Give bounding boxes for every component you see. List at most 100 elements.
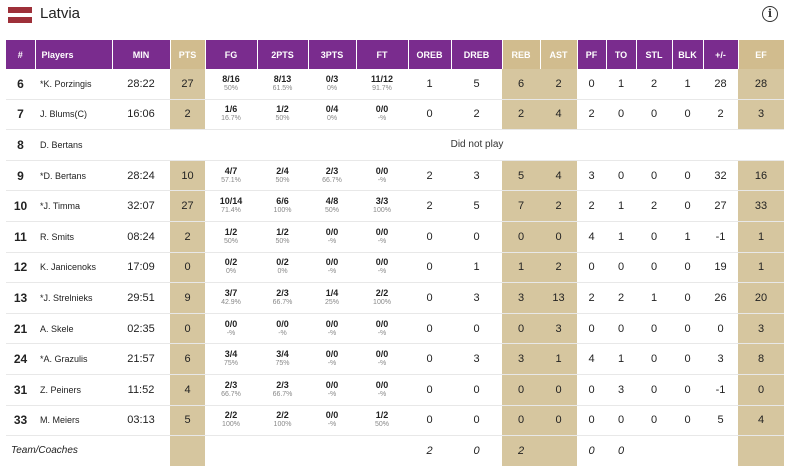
player-number: 8: [6, 129, 35, 161]
fg-cell: 0/0 -%: [205, 313, 257, 345]
col-header-blk[interactable]: BLK: [672, 40, 704, 69]
two-pts-cell: 8/13 61.5%: [257, 69, 308, 100]
plus-minus-cell: 28: [703, 69, 738, 100]
fg-cell-made: 2/2: [224, 410, 238, 421]
three-pts-cell: 0/0 -%: [308, 343, 356, 375]
player-name: R. Smits: [35, 221, 112, 253]
dreb-cell: 3: [451, 160, 502, 192]
col-header-dreb[interactable]: DREB: [451, 40, 503, 69]
three-pts-cell-made: 1/4: [325, 287, 339, 298]
ft-cell-made: 0/0: [375, 165, 389, 176]
team-coaches-label: Team/Coaches: [11, 445, 78, 457]
ft-cell-percent: -%: [377, 268, 387, 276]
player-number: 6: [6, 69, 35, 100]
col-header-3pts[interactable]: 3PTS: [308, 40, 357, 69]
to-cell: 0: [606, 99, 636, 131]
plus-minus-cell: -1: [703, 374, 738, 406]
two-pts-cell-percent: 50%: [275, 237, 290, 245]
to-cell: 0: [606, 313, 636, 345]
fg-cell-made: 10/14: [219, 196, 243, 207]
blk-cell: 0: [672, 405, 703, 437]
two-pts-cell-made: 2/2: [276, 410, 289, 421]
two-pts-cell-made: 6/6: [276, 196, 289, 207]
three-pts-cell-percent: 66.7%: [322, 176, 342, 184]
fg-cell-made: 3/7: [224, 287, 238, 298]
three-pts-cell: 1/4 25%: [308, 282, 356, 314]
points-cell: 2: [170, 221, 205, 253]
ft-cell-made: 3/3: [375, 196, 389, 207]
player-name: *J. Strelnieks: [35, 282, 112, 314]
col-header-to[interactable]: TO: [606, 40, 637, 69]
col-header-player[interactable]: Players: [35, 40, 113, 69]
minutes-cell: 11:52: [112, 374, 170, 406]
col-header-2pts[interactable]: 2PTS: [257, 40, 309, 69]
latvia-flag-icon: [8, 7, 32, 23]
three-pts-cell-made: 0/0: [325, 379, 339, 390]
ft-cell: 0/0 -%: [356, 160, 408, 192]
two-pts-cell-made: 1/2: [276, 226, 289, 237]
three-pts-cell-made: 0/0: [325, 349, 339, 360]
team-coaches-row: Team/Coaches 2 0 2 0 0: [6, 435, 784, 466]
ft-cell-percent: -%: [377, 176, 387, 184]
fg-cell: 0/2 0%: [205, 252, 257, 284]
two-pts-cell-percent: 61.5%: [272, 84, 293, 92]
col-header-min[interactable]: MIN: [112, 40, 171, 69]
ft-cell-made: 0/0: [375, 349, 389, 360]
col-header-oreb[interactable]: OREB: [408, 40, 452, 69]
player-number: 7: [6, 99, 35, 131]
points-cell: 27: [170, 190, 205, 222]
player-number: 9: [6, 160, 35, 192]
ft-cell-made: 0/0: [375, 257, 389, 268]
three-pts-cell-made: 0/0: [325, 257, 339, 268]
points-cell: 2: [170, 99, 205, 131]
minutes-cell: 28:24: [112, 160, 170, 192]
col-header-ef[interactable]: EF: [738, 40, 785, 69]
stl-cell: [636, 436, 672, 466]
blk-cell: [672, 436, 703, 466]
player-number: 12: [6, 252, 35, 284]
info-icon[interactable]: i: [762, 6, 778, 22]
fg-cell: 10/14 71.4%: [205, 190, 257, 222]
to-cell: 0: [606, 160, 636, 192]
minutes-cell: [112, 129, 170, 161]
three-pts-cell-made: 0/0: [325, 226, 339, 237]
three-pts-cell: 4/8 50%: [308, 190, 356, 222]
col-header-ft[interactable]: FT: [356, 40, 409, 69]
two-pts-cell-percent: 50%: [275, 115, 290, 123]
col-header-reb[interactable]: REB: [502, 40, 541, 69]
fg-cell: 1/2 50%: [205, 221, 257, 253]
table-row: 6 *K. Porzingis 28:22 27 8/16 50% 8/13 61.5% 0/3…: [6, 69, 784, 100]
col-header-pts[interactable]: PTS: [170, 40, 206, 69]
col-header-num[interactable]: #: [6, 40, 36, 69]
table-row: 12 K. Janicenoks 17:09 0 0/2 0% 0/2 0% 0/0 -% 0/0-…: [6, 252, 784, 284]
efficiency-cell: 8: [738, 343, 784, 375]
stl-cell: 2: [636, 69, 672, 100]
col-header-stl[interactable]: STL: [636, 40, 673, 69]
col-header-pf[interactable]: PF: [577, 40, 607, 69]
dreb-cell: 1: [451, 252, 502, 284]
fg-cell-made: 0/2: [224, 257, 238, 268]
dreb-cell: 3: [451, 343, 502, 375]
pf-cell: 3: [577, 160, 606, 192]
three-pts-cell: 2/3 66.7%: [308, 160, 356, 192]
fg-cell-made: 0/0: [224, 318, 238, 329]
ft-cell-percent: 100%: [373, 298, 391, 306]
plus-minus-cell: 19: [703, 252, 738, 284]
three-pts-cell-made: 4/8: [325, 196, 339, 207]
efficiency-cell: [738, 435, 784, 466]
table-header-row: # Players MIN PTS FG 2PTS 3PTS FT OREB DREB REB AST…: [6, 40, 785, 69]
reb-cell: 0: [502, 221, 540, 253]
ft-cell-percent: 100%: [373, 207, 391, 215]
player-name: *A. Grazulis: [35, 343, 112, 375]
three-pts-cell: 0/3 0%: [308, 69, 356, 100]
oreb-cell: 0: [408, 343, 451, 375]
to-cell: 3: [606, 374, 636, 406]
col-header-pm[interactable]: +/-: [703, 40, 739, 69]
fg-cell-made: 1/6: [224, 104, 238, 115]
ft-cell-made: 2/2: [375, 287, 389, 298]
ft-cell-percent: -%: [377, 360, 387, 368]
pf-cell: 4: [577, 221, 606, 253]
col-header-ast[interactable]: AST: [540, 40, 578, 69]
col-header-fg[interactable]: FG: [205, 40, 258, 69]
efficiency-cell: 1: [738, 221, 784, 253]
